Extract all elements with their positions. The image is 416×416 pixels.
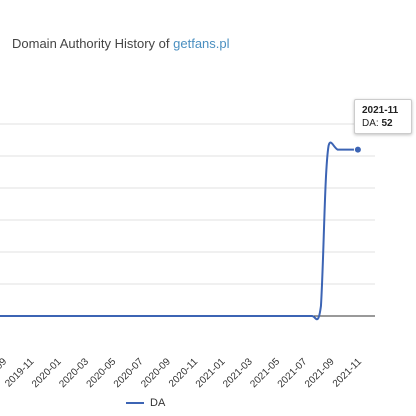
x-axis-labels: 2019-092019-112020-012020-032020-052020-… — [0, 356, 364, 390]
legend-label: DA — [150, 397, 166, 409]
x-tick-label: 2020-09 — [139, 356, 173, 390]
tooltip-label: DA: — [362, 118, 379, 129]
highlight-point[interactable] — [353, 145, 362, 154]
legend-line-swatch — [126, 402, 144, 404]
data-tooltip: 2021-11 DA: 52 — [354, 99, 412, 134]
x-tick-label: 2021-09 — [303, 356, 337, 390]
chart-title: Domain Authority History of getfans.pl — [12, 36, 230, 51]
series-layer — [0, 141, 362, 321]
x-tick-label: 2021-11 — [331, 356, 365, 390]
tooltip-value: 52 — [381, 118, 393, 129]
chart-title-prefix: Domain Authority History of — [12, 36, 170, 51]
series-line-da — [0, 141, 358, 321]
tooltip-date: 2021-11 — [362, 105, 399, 116]
gridlines — [0, 123, 375, 317]
chart-title-domain-link[interactable]: getfans.pl — [173, 36, 230, 51]
legend[interactable]: DA — [126, 395, 165, 411]
